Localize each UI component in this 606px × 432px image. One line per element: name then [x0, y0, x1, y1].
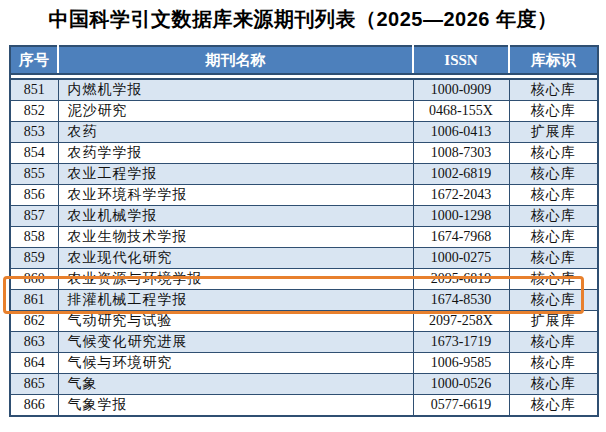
row-number: 852 — [10, 101, 58, 122]
row-number: 859 — [10, 248, 58, 269]
table-row: 862 气动研究与试验 2097-258X 扩展库 — [10, 311, 598, 332]
row-number: 865 — [10, 374, 58, 395]
issn-value: 2095-6819 — [413, 269, 509, 290]
journal-name: 气象 — [58, 374, 413, 395]
issn-value: 0577-6619 — [413, 395, 509, 417]
library-tag: 核心库 — [509, 269, 598, 290]
issn-value: 2097-258X — [413, 311, 509, 332]
journal-name: 内燃机学报 — [58, 79, 413, 101]
row-number: 858 — [10, 227, 58, 248]
issn-value: 1000-0526 — [413, 374, 509, 395]
table-row: 852 泥沙研究 0468-155X 核心库 — [10, 101, 598, 122]
row-number: 856 — [10, 185, 58, 206]
row-number: 853 — [10, 122, 58, 143]
issn-value: 1000-0909 — [413, 79, 509, 101]
library-tag: 核心库 — [509, 101, 598, 122]
library-tag: 核心库 — [509, 332, 598, 353]
issn-value: 0468-155X — [413, 101, 509, 122]
journal-name: 气动研究与试验 — [58, 311, 413, 332]
library-tag: 扩展库 — [509, 122, 598, 143]
table-row: 856 农业环境科学学报 1672-2043 核心库 — [10, 185, 598, 206]
table-row: 860 农业资源与环境学报 2095-6819 核心库 — [10, 269, 598, 290]
journal-name: 气象学报 — [58, 395, 413, 417]
journal-name: 气候变化研究进展 — [58, 332, 413, 353]
page: 中国科学引文数据库来源期刊列表（2025—2026 年度） 序号 期刊名称 IS… — [0, 0, 606, 432]
journal-table: 序号 期刊名称 ISSN 库标识 851 内燃机学报 1000-0909 核心库… — [9, 45, 599, 417]
library-tag: 核心库 — [509, 227, 598, 248]
journal-name: 农业现代化研究 — [58, 248, 413, 269]
col-header-issn: ISSN — [413, 46, 509, 74]
issn-value: 1674-8530 — [413, 290, 509, 311]
table-row: 853 农药 1006-0413 扩展库 — [10, 122, 598, 143]
issn-value: 1006-9585 — [413, 353, 509, 374]
table-row: 857 农业机械学报 1000-1298 核心库 — [10, 206, 598, 227]
issn-value: 1673-1719 — [413, 332, 509, 353]
issn-value: 1674-7968 — [413, 227, 509, 248]
journal-name: 农药学学报 — [58, 143, 413, 164]
journal-name: 农业工程学报 — [58, 164, 413, 185]
library-tag: 核心库 — [509, 185, 598, 206]
table-row: 858 农业生物技术学报 1674-7968 核心库 — [10, 227, 598, 248]
col-header-name: 期刊名称 — [58, 46, 413, 74]
issn-value: 1000-1298 — [413, 206, 509, 227]
row-number: 864 — [10, 353, 58, 374]
row-number: 854 — [10, 143, 58, 164]
library-tag: 核心库 — [509, 206, 598, 227]
library-tag: 核心库 — [509, 374, 598, 395]
library-tag: 核心库 — [509, 143, 598, 164]
journal-name: 排灌机械工程学报 — [58, 290, 413, 311]
issn-value: 1006-0413 — [413, 122, 509, 143]
row-number: 855 — [10, 164, 58, 185]
row-number: 862 — [10, 311, 58, 332]
table-row: 863 气候变化研究进展 1673-1719 核心库 — [10, 332, 598, 353]
journal-name: 农药 — [58, 122, 413, 143]
journal-name: 气候与环境研究 — [58, 353, 413, 374]
issn-value: 1672-2043 — [413, 185, 509, 206]
library-tag: 核心库 — [509, 395, 598, 417]
row-number: 866 — [10, 395, 58, 417]
table-row: 854 农药学学报 1008-7303 核心库 — [10, 143, 598, 164]
header-row: 序号 期刊名称 ISSN 库标识 — [10, 46, 598, 74]
table-row: 866 气象学报 0577-6619 核心库 — [10, 395, 598, 417]
row-number: 860 — [10, 269, 58, 290]
col-header-tag: 库标识 — [509, 46, 598, 74]
issn-value: 1002-6819 — [413, 164, 509, 185]
col-header-no: 序号 — [10, 46, 58, 74]
journal-name: 农业资源与环境学报 — [58, 269, 413, 290]
row-number: 863 — [10, 332, 58, 353]
journal-name: 农业机械学报 — [58, 206, 413, 227]
journal-name: 泥沙研究 — [58, 101, 413, 122]
library-tag: 核心库 — [509, 79, 598, 101]
issn-value: 1008-7303 — [413, 143, 509, 164]
journal-name: 农业生物技术学报 — [58, 227, 413, 248]
library-tag: 扩展库 — [509, 311, 598, 332]
table-body: 851 内燃机学报 1000-0909 核心库 852 泥沙研究 0468-15… — [10, 79, 598, 416]
issn-value: 1000-0275 — [413, 248, 509, 269]
library-tag: 核心库 — [509, 164, 598, 185]
table-row: 864 气候与环境研究 1006-9585 核心库 — [10, 353, 598, 374]
library-tag: 核心库 — [509, 290, 598, 311]
table-row: 861 排灌机械工程学报 1674-8530 核心库 — [10, 290, 598, 311]
row-number: 861 — [10, 290, 58, 311]
row-number: 857 — [10, 206, 58, 227]
table-row: 855 农业工程学报 1002-6819 核心库 — [10, 164, 598, 185]
table-row: 851 内燃机学报 1000-0909 核心库 — [10, 79, 598, 101]
table-row: 865 气象 1000-0526 核心库 — [10, 374, 598, 395]
table-header: 序号 期刊名称 ISSN 库标识 — [10, 46, 598, 79]
page-title: 中国科学引文数据库来源期刊列表（2025—2026 年度） — [0, 6, 606, 33]
table-row: 859 农业现代化研究 1000-0275 核心库 — [10, 248, 598, 269]
library-tag: 核心库 — [509, 248, 598, 269]
library-tag: 核心库 — [509, 353, 598, 374]
row-number: 851 — [10, 79, 58, 101]
journal-name: 农业环境科学学报 — [58, 185, 413, 206]
